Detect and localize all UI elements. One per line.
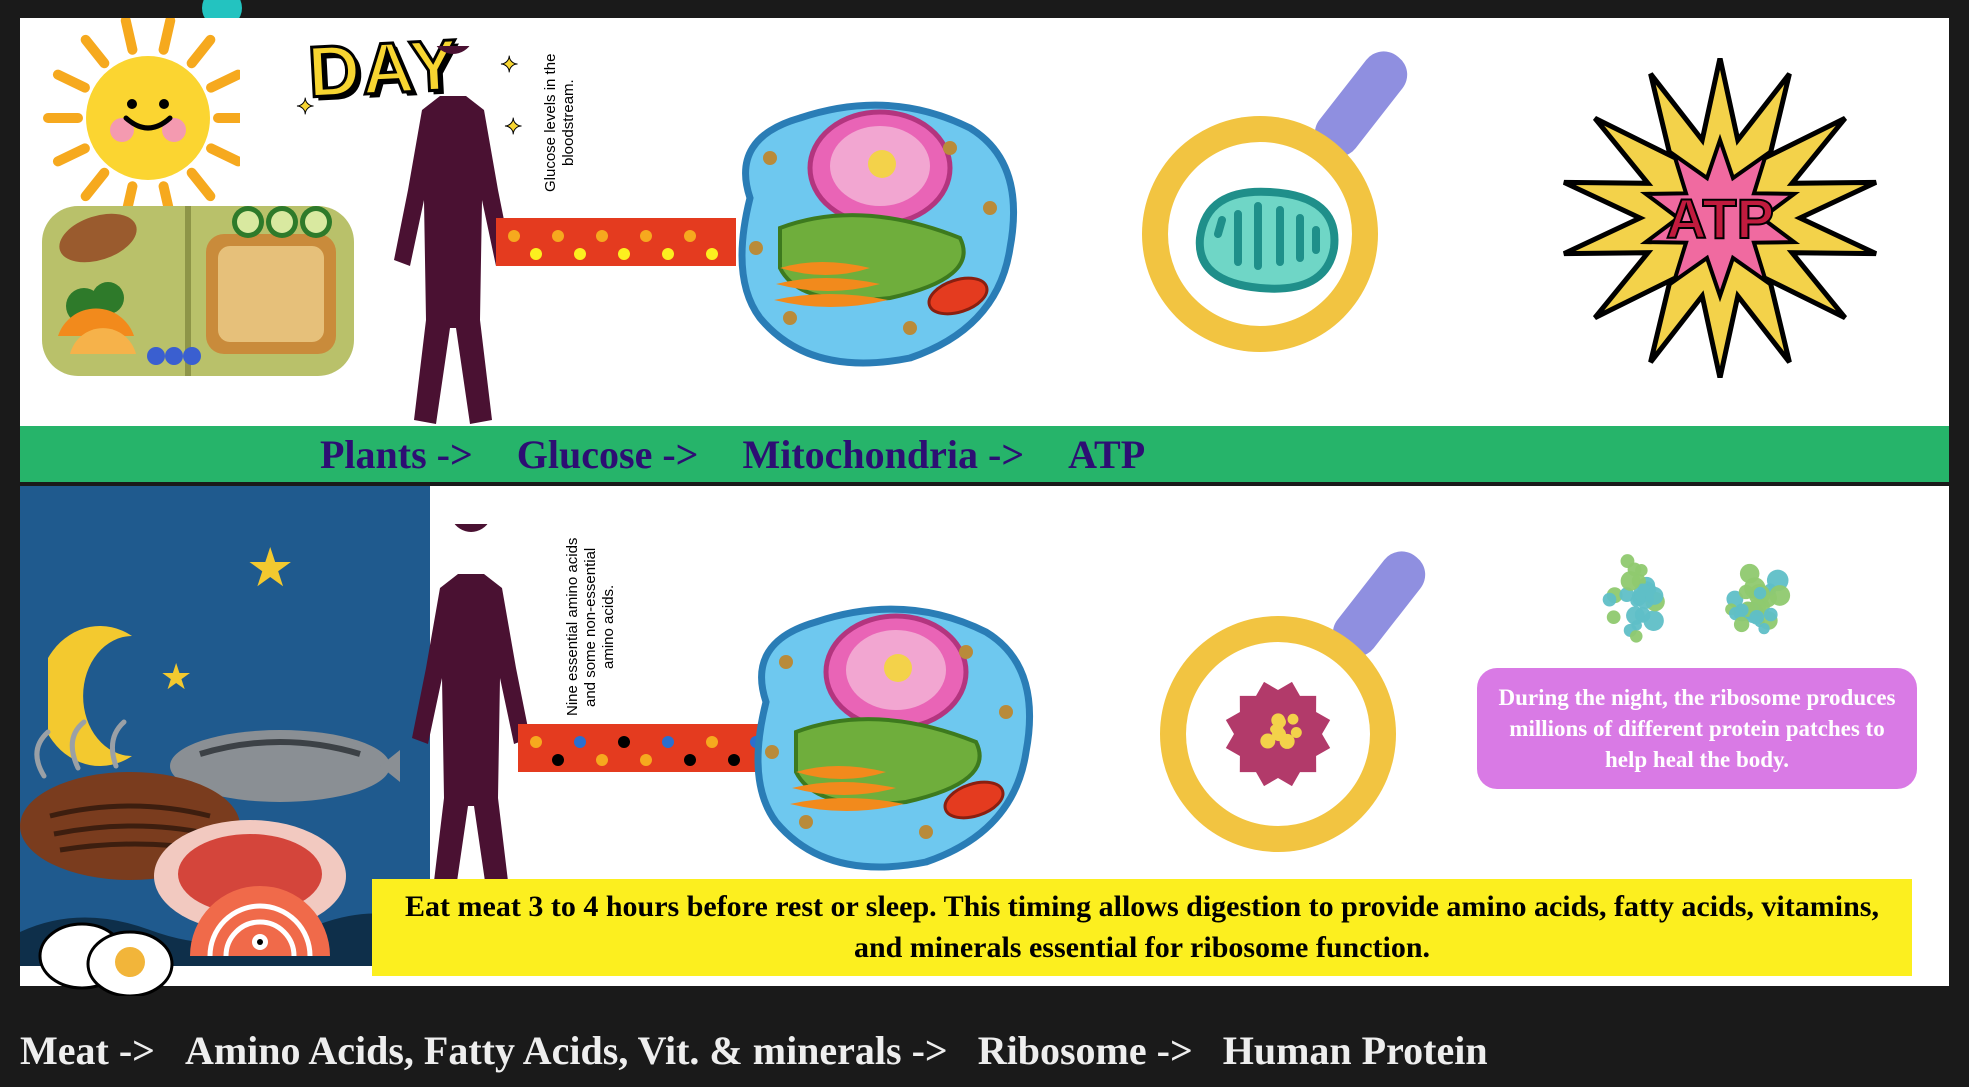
night-panel: ★ ★ <box>20 486 1949 986</box>
day-pathway-bar: Plants -> Glucose -> Mitochondria -> ATP <box>20 426 1949 482</box>
meat-pile-icon <box>20 706 400 996</box>
tip-text: Eat meat 3 to 4 hours before rest or sle… <box>405 890 1879 964</box>
pathway-item: Human Protein <box>1223 1027 1488 1074</box>
amino-vertical-label: Nine essential amino acids and some non-… <box>564 532 618 722</box>
star-icon: ★ <box>246 536 294 599</box>
star-accent-icon: ✦ <box>296 94 314 120</box>
cell-icon <box>726 582 1046 882</box>
callout-text: During the night, the ribosome produces … <box>1499 685 1896 772</box>
pathway-item: Plants -> <box>320 431 473 478</box>
bloodstream-bar <box>518 724 758 772</box>
human-silhouette-icon <box>386 524 556 904</box>
infographic-canvas: DAY ✦ ✦ ✦ Glucose levels in the <box>0 0 1969 1087</box>
magnifier-ribosome-icon <box>1128 538 1458 868</box>
glucose-vertical-label: Glucose levels in the bloodstream. <box>542 48 578 198</box>
bloodstream-bar <box>496 218 736 266</box>
pathway-item: ATP <box>1068 431 1145 478</box>
star-icon: ★ <box>160 656 192 698</box>
protein-molecules-icon <box>1579 528 1839 678</box>
pathway-item: Mitochondria -> <box>742 431 1024 478</box>
ribosome-callout: During the night, the ribosome produces … <box>1477 668 1917 789</box>
pathway-item: Meat -> <box>20 1027 155 1074</box>
pathway-item: Glucose -> <box>517 431 699 478</box>
atp-burst-icon: ATP <box>1540 58 1900 378</box>
magnifier-mitochondria-icon <box>1110 38 1440 368</box>
svg-text:ATP: ATP <box>1666 187 1774 250</box>
pathway-item: Ribosome -> <box>978 1027 1193 1074</box>
lunchbox-icon <box>38 186 358 386</box>
eating-tip: Eat meat 3 to 4 hours before rest or sle… <box>372 879 1912 976</box>
cell-icon <box>710 78 1030 378</box>
night-pathway-bar: Meat -> Amino Acids, Fatty Acids, Vit. &… <box>0 1014 1969 1087</box>
day-panel: DAY ✦ ✦ ✦ Glucose levels in the <box>20 18 1949 426</box>
pathway-item: Amino Acids, Fatty Acids, Vit. & mineral… <box>185 1027 948 1074</box>
